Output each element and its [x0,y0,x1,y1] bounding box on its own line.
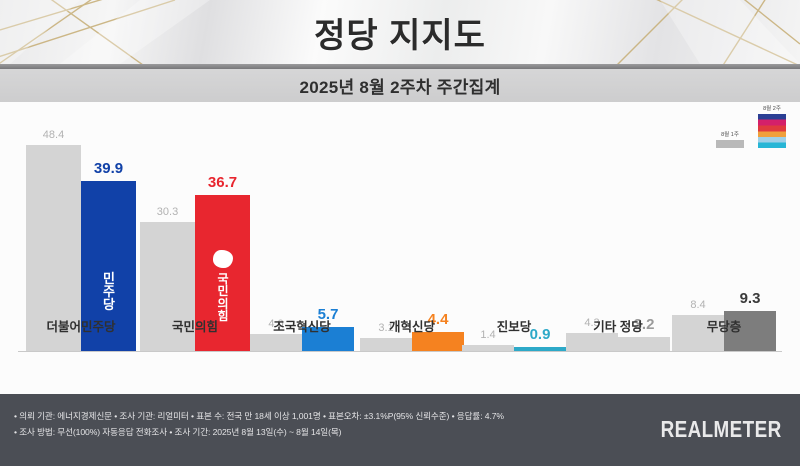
legend-item-prev-week: 8월 1주 [716,130,744,148]
category-label: 진보당 [496,320,532,334]
bar-value-curr: 0.9 [529,326,551,343]
axis-baseline [18,351,782,352]
bar-rect-prev: 8.4 [672,300,724,351]
bar-group: 1.4 0.9 진보당 [462,320,566,351]
bar-rect-prev: 1.4 [462,330,514,351]
bar-group: 4.3 3.2 기타 정당 [566,317,670,351]
bar-rect-curr: 3.2 [618,317,670,351]
logo-char: 국 [217,271,228,286]
bar-value-prev: 8.4 [690,299,706,312]
bar-value-curr: 36.7 [207,173,238,191]
header-divider [0,64,800,69]
bar-rect-curr: 4.4 [412,312,464,351]
bar-value-prev: 4.0 [268,317,284,330]
category-label: 국민의힘 [171,320,218,334]
bar-rect-curr: 9.3 [724,291,776,351]
methodology-line-1: • 의뢰 기관: 에너지경제신문 • 조사 기관: 리얼미터 • 표본 수: 전… [14,411,504,421]
category-label: 기타 정당 [593,320,643,334]
bar-rect-curr: 0.9 [514,327,566,351]
realmeter-logo: REALMETER [660,416,782,442]
bar-rect-prev: 4.0 [250,318,302,351]
legend-label-curr-week: 8월 2주 [763,106,781,112]
bar-curr-week: 3.2 [618,317,670,351]
bar-prev-week: 8.4 [672,300,724,351]
category-label: 개혁신당 [388,320,435,334]
legend-swatch-curr-week [758,114,786,148]
methodology-notes: • 의뢰 기관: 에너지경제신문 • 조사 기관: 리얼미터 • 표본 수: 전… [14,408,639,441]
logo-char: 힘 [217,309,228,324]
legend-swatch-prev-week [716,140,744,148]
footer-bar: • 의뢰 기관: 에너지경제신문 • 조사 기관: 리얼미터 • 표본 수: 전… [0,394,800,466]
bar-value-prev: 48.4 [42,129,65,141]
bar-rect-curr: 5.7 [302,307,354,351]
logo-char: 의 [217,296,228,311]
bar-prev-week: 1.4 [462,330,514,351]
bar-rect-prev: 48.4 [26,130,81,351]
bar-curr-week: 39.9 민 주 당 [81,161,136,351]
bar-value-curr: 4.4 [427,311,449,329]
plot-region: 48.4 39.9 민 주 당 더불어민주당 30.3 36.7 국 민 의 힘 국민의힘 4.0 5.7 조… [0,102,800,394]
legend-item-curr-week: 8월 2주 [758,104,786,148]
bar-prev-week: 4.0 [250,318,302,351]
bar-rect-prev: 4.3 [566,317,618,351]
header-banner: 정당 지지도 [0,0,800,64]
bar-prev-week: 30.3 [140,207,195,351]
category-label: 조국혁신당 [273,320,331,334]
bar-rect-curr: 36.7 국 민 의 힘 [195,175,250,351]
ppp-emblem-shape [212,249,233,268]
bar-group: 30.3 36.7 국 민 의 힘 국민의힘 [140,175,250,351]
logo-char: 민 [217,284,228,299]
bar-value-curr: 5.7 [317,305,339,323]
logo-char: 주 [103,284,115,299]
bar-rect-prev: 30.3 [140,207,195,351]
bar-curr-week: 4.4 [412,312,464,351]
chart-legend: 8월 1주 8월 2주 [716,104,786,148]
bar-group: 4.0 5.7 조국혁신당 [250,307,354,351]
category-label: 더불어민주당 [46,320,116,334]
bar-group: 3.1 4.4 개혁신당 [360,312,464,351]
bar-value-curr: 9.3 [739,290,761,308]
bar-value-prev: 4.3 [584,316,600,329]
legend-label-prev-week: 8월 1주 [721,132,739,138]
category-label: 무당층 [706,320,742,334]
subtitle-text: 2025년 8월 2주차 주간집계 [299,78,501,97]
bar-rect-curr: 39.9 민 주 당 [81,161,136,351]
bar-group: 8.4 9.3 무당층 [672,291,776,351]
gold-line-decoration [0,0,800,64]
bar-value-curr: 39.9 [93,160,124,178]
subtitle-band: 2025년 8월 2주차 주간집계 [0,69,800,102]
bar-prev-week: 48.4 [26,130,81,351]
methodology-line-2: • 조사 방법: 무선(100%) 자동응답 전화조사 • 조사 기간: 202… [14,427,342,438]
bar-curr-week: 5.7 [302,307,354,351]
bar-curr-week: 36.7 국 민 의 힘 [195,175,250,351]
chart-area: 8월 1주 8월 2주 48.4 39.9 민 주 당 더불어민주당 30.3 36.7 국 민 의… [0,102,800,394]
logo-char: 민 [103,271,115,286]
bar-prev-week: 4.3 [566,317,618,351]
page-title: 정당 지지도 [314,16,486,55]
bar-prev-week: 3.1 [360,322,412,351]
bar-value-prev: 1.4 [480,329,496,342]
bar-value-prev: 30.3 [156,206,179,219]
logo-char: 당 [103,297,115,312]
bar-curr-week: 9.3 [724,291,776,351]
bar-value-curr: 3.2 [633,316,655,334]
bar-curr-week: 0.9 [514,327,566,351]
bar-rect-prev: 3.1 [360,322,412,351]
bar-value-prev: 3.1 [378,321,394,334]
